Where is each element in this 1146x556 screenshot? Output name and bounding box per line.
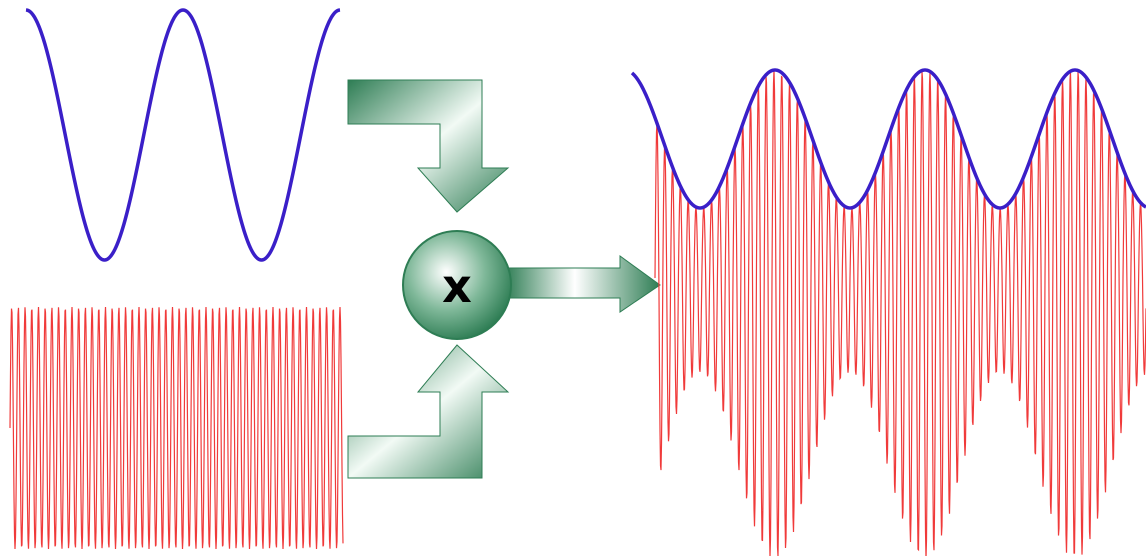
- bent-arrow-up-icon: [347, 344, 510, 479]
- output-envelope-wave: [630, 68, 1146, 210]
- modulated-output-wave: [654, 70, 1146, 556]
- arrow-right-icon: [504, 255, 661, 313]
- modulating-sine-wave: [25, 8, 341, 262]
- operator-symbol: x: [442, 259, 472, 313]
- carrier-wave: [9, 307, 344, 549]
- bent-arrow-down-icon: [347, 79, 510, 213]
- multiply-circle-icon: x: [402, 230, 512, 340]
